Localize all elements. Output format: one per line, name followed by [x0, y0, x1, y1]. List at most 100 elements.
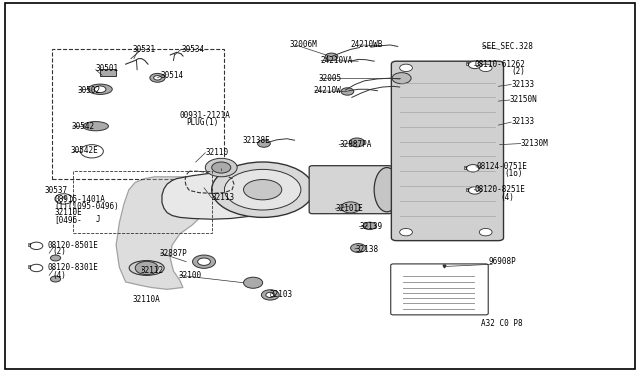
- Circle shape: [341, 88, 354, 95]
- Circle shape: [30, 242, 43, 250]
- Text: 30537: 30537: [45, 186, 68, 195]
- Text: 32133: 32133: [511, 117, 534, 126]
- Ellipse shape: [212, 162, 314, 217]
- Text: (1o): (1o): [505, 169, 524, 178]
- Text: SEE SEC.328: SEE SEC.328: [483, 42, 533, 51]
- Text: B: B: [465, 62, 469, 67]
- Text: (2): (2): [511, 67, 525, 76]
- Text: 08110-61262: 08110-61262: [474, 60, 525, 69]
- Text: 32138: 32138: [355, 245, 378, 254]
- Text: A32 C0 P8: A32 C0 P8: [481, 319, 522, 328]
- Ellipse shape: [244, 180, 282, 200]
- Text: 32138E: 32138E: [243, 137, 270, 145]
- Text: 30531: 30531: [132, 45, 155, 54]
- Text: 32110E: 32110E: [54, 208, 82, 218]
- Text: 32110A: 32110A: [132, 295, 160, 304]
- FancyBboxPatch shape: [4, 3, 636, 369]
- Circle shape: [479, 228, 492, 236]
- Text: 32101E: 32101E: [335, 204, 363, 214]
- Circle shape: [468, 187, 481, 194]
- Text: 08120-8251E: 08120-8251E: [474, 185, 525, 194]
- Ellipse shape: [374, 167, 399, 212]
- Text: [0496-: [0496-: [54, 215, 82, 224]
- Circle shape: [135, 261, 158, 275]
- Text: 30514: 30514: [161, 71, 184, 80]
- Text: 08120-8301E: 08120-8301E: [47, 263, 98, 272]
- Circle shape: [399, 64, 412, 71]
- Text: 30534: 30534: [181, 45, 204, 54]
- Text: 08124-0751E: 08124-0751E: [476, 162, 527, 171]
- Circle shape: [81, 145, 103, 158]
- Circle shape: [349, 138, 365, 147]
- Circle shape: [351, 244, 366, 253]
- Ellipse shape: [83, 122, 108, 131]
- Text: 24210VA: 24210VA: [320, 56, 353, 65]
- Circle shape: [95, 86, 106, 93]
- Text: 08915-1401A: 08915-1401A: [54, 195, 105, 204]
- Text: 32139: 32139: [360, 222, 383, 231]
- Circle shape: [399, 228, 412, 236]
- Text: 32887PA: 32887PA: [339, 140, 371, 149]
- Text: B: B: [463, 166, 467, 171]
- Circle shape: [468, 61, 481, 68]
- Text: 32005: 32005: [319, 74, 342, 83]
- Text: 32133: 32133: [511, 80, 534, 89]
- Text: M: M: [62, 196, 66, 201]
- Circle shape: [212, 162, 231, 173]
- Circle shape: [150, 73, 165, 82]
- Text: 30542E: 30542E: [70, 146, 98, 155]
- Ellipse shape: [129, 260, 164, 275]
- Text: 32887P: 32887P: [159, 250, 187, 259]
- Circle shape: [364, 222, 376, 230]
- Ellipse shape: [88, 84, 112, 94]
- Text: B: B: [27, 243, 31, 248]
- Text: 30542: 30542: [72, 122, 95, 131]
- Circle shape: [257, 140, 270, 147]
- Text: 96908P: 96908P: [489, 257, 516, 266]
- Polygon shape: [116, 177, 212, 289]
- Ellipse shape: [225, 169, 301, 210]
- Text: (2): (2): [52, 247, 67, 256]
- Circle shape: [392, 73, 411, 84]
- Text: 32103: 32103: [269, 291, 292, 299]
- Text: (4): (4): [500, 193, 514, 202]
- Text: 32006M: 32006M: [289, 41, 317, 49]
- Circle shape: [55, 194, 73, 204]
- Text: 32110: 32110: [205, 148, 228, 157]
- Text: 32130M: 32130M: [521, 139, 548, 148]
- Circle shape: [261, 290, 279, 300]
- Text: (4): (4): [52, 271, 67, 280]
- Text: B: B: [27, 266, 31, 270]
- Circle shape: [325, 53, 338, 61]
- Circle shape: [154, 76, 161, 80]
- Circle shape: [205, 158, 237, 177]
- Text: (1)(1095-0496): (1)(1095-0496): [54, 202, 119, 211]
- Text: 08120-8501E: 08120-8501E: [47, 241, 98, 250]
- Text: 30502: 30502: [78, 86, 101, 94]
- Text: 24210W: 24210W: [314, 86, 341, 95]
- Circle shape: [244, 277, 262, 288]
- Text: 24210WB: 24210WB: [350, 41, 382, 49]
- Circle shape: [30, 264, 43, 272]
- Text: 32113: 32113: [212, 193, 235, 202]
- Text: 30501: 30501: [96, 64, 119, 73]
- Circle shape: [341, 202, 360, 213]
- FancyBboxPatch shape: [392, 61, 504, 241]
- Circle shape: [479, 64, 492, 71]
- Polygon shape: [162, 170, 285, 219]
- Text: B: B: [465, 188, 469, 193]
- FancyBboxPatch shape: [391, 264, 488, 315]
- Circle shape: [51, 255, 61, 261]
- Bar: [100, 69, 116, 76]
- Circle shape: [51, 276, 61, 282]
- Text: J: J: [96, 215, 100, 224]
- Text: PLUG(1): PLUG(1): [186, 118, 218, 127]
- Text: 32150N: 32150N: [510, 95, 538, 104]
- Circle shape: [266, 292, 275, 298]
- Text: 00931-2121A: 00931-2121A: [180, 110, 230, 120]
- Text: 32100: 32100: [179, 271, 202, 280]
- Circle shape: [198, 258, 211, 265]
- Circle shape: [193, 255, 216, 268]
- Circle shape: [467, 164, 479, 172]
- Text: 32112: 32112: [140, 266, 163, 275]
